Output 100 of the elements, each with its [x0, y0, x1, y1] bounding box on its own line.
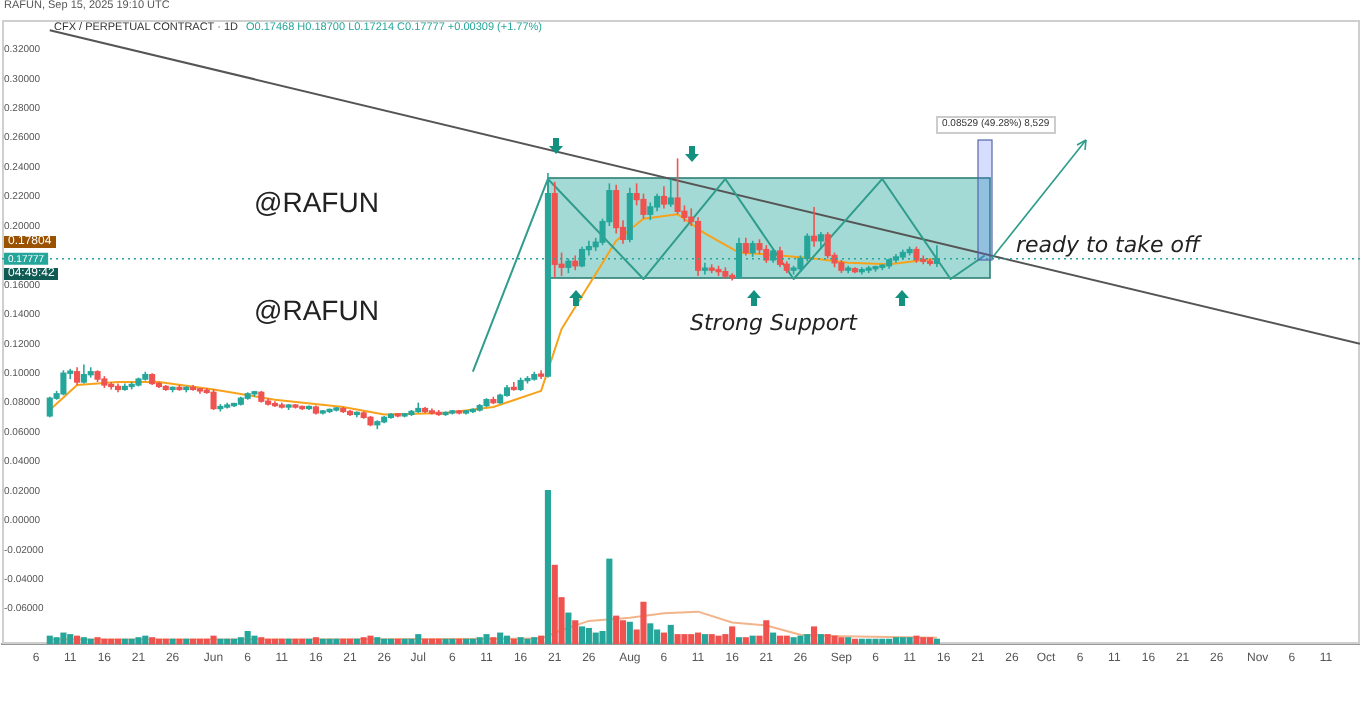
bar [142, 635, 149, 644]
bar [797, 635, 804, 644]
bar [476, 637, 483, 644]
bar [217, 638, 224, 644]
bar [340, 638, 347, 644]
bar [824, 634, 831, 644]
bar [572, 620, 579, 644]
bar [886, 638, 893, 644]
bar [299, 638, 306, 644]
bar [933, 638, 940, 644]
bar [285, 638, 292, 644]
bar [162, 638, 169, 644]
bar [503, 635, 511, 644]
bar [135, 637, 142, 644]
bar [667, 624, 674, 644]
bar [456, 638, 463, 644]
bar [155, 638, 163, 644]
bar [210, 635, 217, 644]
bar [462, 638, 470, 644]
bar [715, 635, 722, 644]
bar [101, 638, 108, 644]
bar [763, 620, 770, 644]
annotation: @RAFUN [254, 294, 379, 326]
bar [108, 638, 115, 644]
bar [899, 637, 906, 644]
bar [927, 637, 934, 644]
bar [483, 634, 490, 644]
bar [183, 638, 190, 644]
bar [776, 635, 784, 644]
bar [674, 634, 681, 644]
bar [831, 635, 838, 644]
bar [619, 620, 627, 644]
bar [490, 637, 497, 644]
candlestick [60, 369, 67, 397]
bar [422, 638, 429, 644]
bar [251, 635, 258, 644]
bar [381, 638, 388, 644]
candlestick [776, 245, 784, 269]
bar [613, 615, 620, 644]
bar [265, 638, 272, 644]
bar [346, 638, 354, 644]
bar [53, 637, 60, 644]
bar [435, 638, 442, 644]
bar [749, 635, 756, 644]
bar [374, 637, 381, 644]
bar [244, 631, 251, 644]
bar [701, 634, 708, 644]
bar [87, 638, 94, 644]
candlestick [824, 231, 831, 260]
bar [176, 638, 183, 644]
candlestick [210, 388, 217, 411]
bar [387, 638, 395, 644]
bar [892, 637, 900, 644]
candlestick [660, 185, 667, 210]
bar [149, 637, 156, 644]
candlestick [667, 178, 674, 208]
bar [790, 637, 797, 644]
bar [278, 638, 285, 644]
bar [531, 637, 538, 644]
bar [497, 632, 504, 644]
bar [742, 637, 749, 644]
bar [60, 632, 67, 644]
bar [838, 637, 845, 644]
bar [196, 638, 203, 644]
bar [169, 638, 176, 644]
bar [626, 621, 633, 644]
bar [230, 638, 238, 644]
bar [367, 635, 374, 644]
bar [804, 634, 811, 644]
bar [695, 632, 702, 644]
bar [360, 637, 367, 644]
bar [592, 632, 599, 644]
bar [190, 638, 197, 644]
bar [258, 637, 265, 644]
bar [326, 638, 333, 644]
candlestick [674, 157, 681, 216]
bar [845, 637, 852, 644]
annotation: Strong Support [690, 310, 857, 336]
bar [510, 638, 517, 644]
bar [654, 629, 661, 644]
bar [312, 637, 319, 644]
bar [770, 632, 777, 644]
bar [585, 627, 592, 644]
bar [708, 634, 715, 644]
bar [660, 632, 667, 644]
bar [851, 638, 859, 644]
bar [538, 635, 545, 644]
bar [872, 638, 879, 644]
bar [565, 612, 572, 644]
candlestick [80, 363, 87, 385]
bar [319, 638, 326, 644]
bar [237, 637, 244, 644]
bar [544, 490, 551, 644]
bar [333, 638, 340, 644]
bar [817, 634, 824, 644]
bar [128, 638, 135, 644]
bar [203, 638, 210, 644]
bar [578, 626, 586, 644]
bar [879, 638, 886, 644]
bar [121, 638, 128, 644]
